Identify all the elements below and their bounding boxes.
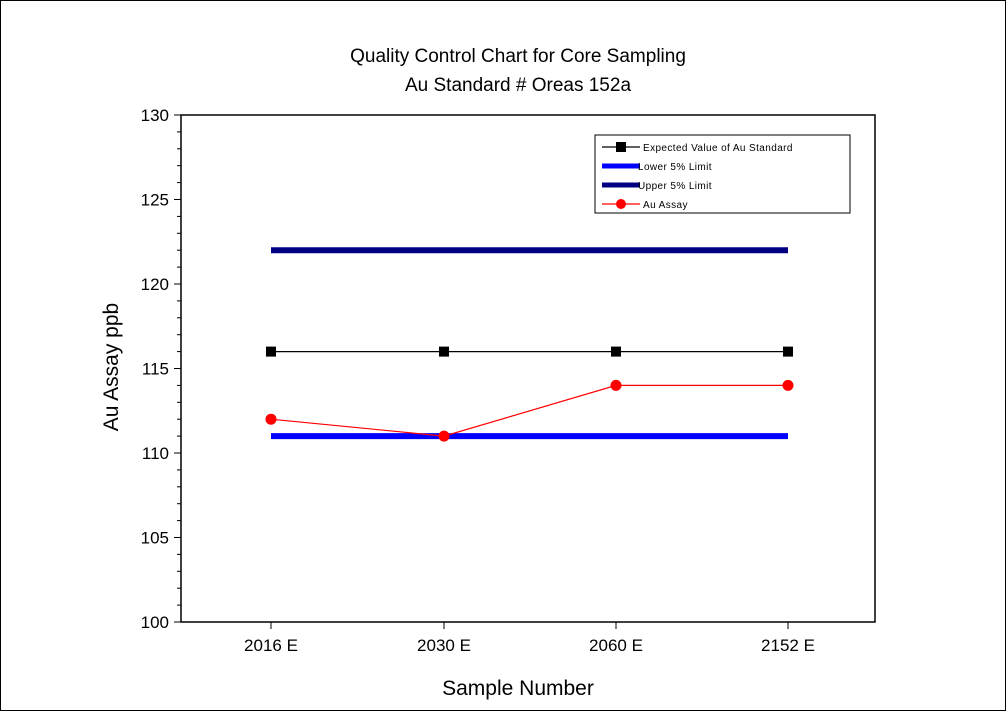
data-point-expected-value-of-au-standard [783, 346, 793, 357]
y-axis-title: Au Assay ppb [100, 303, 123, 431]
y-tick-label: 115 [142, 360, 169, 379]
series-group [265, 247, 794, 442]
x-tick-label: 2016 E [244, 636, 298, 655]
y-tick-label: 120 [141, 275, 169, 294]
legend-marker-expected-value-of-au-standard [616, 142, 626, 152]
data-point-au-assay [610, 379, 622, 391]
data-point-au-assay [265, 413, 277, 425]
y-tick-label: 100 [141, 613, 169, 632]
axes: 100 105 110 115 120 125 130 2016 E 2030 E 2060 E 2… [141, 106, 815, 655]
x-tick-label: 2060 E [589, 636, 643, 655]
chart-title: Quality Control Chart for Core Sampling [350, 46, 686, 67]
data-point-expected-value-of-au-standard [611, 346, 621, 357]
x-axis-title: Sample Number [442, 677, 594, 700]
chart-subtitle: Au Standard # Oreas 152a [405, 75, 631, 96]
legend-box [594, 134, 851, 214]
x-tick-label: 2030 E [417, 636, 471, 655]
legend-marker-au-assay [616, 199, 626, 209]
series-line-au-assay [270, 384, 788, 437]
data-point-au-assay [782, 379, 794, 391]
legend-label-lower-5-limit: Lower 5% Limit [638, 162, 712, 173]
x-tick-label: 2152 E [761, 636, 815, 655]
y-tick-label: 105 [141, 529, 169, 548]
legend-label-au-assay: Au Assay [643, 200, 688, 211]
data-point-expected-value-of-au-standard [439, 346, 449, 357]
legend: Expected Value of Au Standard Lower 5% Li… [594, 134, 851, 214]
y-tick-label: 130 [141, 106, 169, 125]
legend-label-expected-value-of-au-standard: Expected Value of Au Standard [643, 143, 793, 154]
y-tick-label: 125 [141, 191, 169, 210]
data-point-expected-value-of-au-standard [266, 346, 276, 357]
legend-label-upper-5-limit: Upper 5% Limit [638, 181, 712, 192]
y-tick-label: 110 [142, 444, 169, 463]
data-point-au-assay [438, 430, 450, 442]
